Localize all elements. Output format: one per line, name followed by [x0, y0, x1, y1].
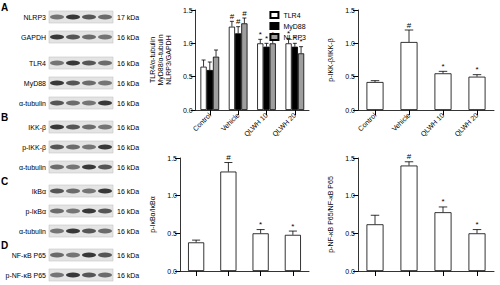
- svg-text:16 kDa: 16 kDa: [117, 188, 139, 195]
- svg-text:IkBα: IkBα: [32, 188, 46, 195]
- svg-text:*: *: [475, 220, 478, 229]
- svg-text:1.0: 1.0: [167, 192, 177, 199]
- svg-text:p-IκBα: p-IκBα: [26, 208, 46, 216]
- svg-text:#: #: [236, 17, 241, 26]
- svg-text:0.5: 0.5: [183, 73, 193, 80]
- svg-text:*: *: [259, 30, 262, 39]
- svg-text:C: C: [1, 176, 8, 187]
- svg-text:1.5: 1.5: [183, 7, 193, 14]
- svg-text:α-tubulin: α-tubulin: [19, 100, 46, 107]
- svg-text:0.5: 0.5: [167, 230, 177, 237]
- svg-text:MyD88: MyD88: [283, 23, 305, 31]
- svg-text:p-IκBα/IκBα: p-IκBα/IκBα: [149, 196, 157, 233]
- svg-text:1.0: 1.0: [345, 192, 355, 199]
- svg-text:0.0: 0.0: [167, 268, 177, 275]
- svg-text:Control: Control: [357, 111, 378, 132]
- svg-text:p-NF-κB P65: p-NF-κB P65: [6, 272, 47, 280]
- svg-text:*: *: [291, 222, 294, 231]
- svg-text:16 kDa: 16 kDa: [117, 144, 139, 151]
- svg-text:QLWH 10: QLWH 10: [243, 111, 270, 138]
- svg-text:IKK-β: IKK-β: [28, 124, 46, 132]
- svg-text:#: #: [242, 9, 247, 18]
- svg-text:1.5: 1.5: [345, 155, 355, 162]
- svg-text:*: *: [265, 34, 268, 43]
- svg-text:TLR4: TLR4: [283, 12, 300, 19]
- svg-text:Vehicle: Vehicle: [391, 111, 412, 132]
- svg-text:0.0: 0.0: [345, 268, 355, 275]
- svg-text:A: A: [1, 2, 8, 13]
- svg-text:#: #: [230, 12, 235, 21]
- svg-text:α-tubulin: α-tubulin: [19, 164, 46, 171]
- svg-text:GAPDH: GAPDH: [21, 34, 46, 41]
- svg-text:NLRP3: NLRP3: [283, 34, 306, 41]
- svg-text:0.5: 0.5: [345, 73, 355, 80]
- svg-text:NLRP3/GAPDH: NLRP3/GAPDH: [165, 35, 172, 84]
- svg-text:16 kDa: 16 kDa: [117, 124, 139, 131]
- svg-text:p-IKK-β/IKK-β: p-IKK-β/IKK-β: [327, 38, 335, 81]
- svg-text:B: B: [1, 112, 8, 123]
- svg-text:16 kDa: 16 kDa: [117, 60, 139, 67]
- svg-text:16 kDa: 16 kDa: [117, 164, 139, 171]
- svg-text:1.0: 1.0: [345, 40, 355, 47]
- svg-text:16 kDa: 16 kDa: [117, 228, 139, 235]
- svg-text:α-tubulin: α-tubulin: [19, 228, 46, 235]
- svg-text:#: #: [226, 153, 231, 162]
- svg-text:*: *: [259, 220, 262, 229]
- svg-text:0.0: 0.0: [345, 107, 355, 114]
- svg-text:16 kDa: 16 kDa: [117, 208, 139, 215]
- svg-text:1.5: 1.5: [167, 155, 177, 162]
- svg-text:MyD88: MyD88: [24, 80, 46, 88]
- svg-text:1.5: 1.5: [345, 7, 355, 14]
- svg-text:*: *: [475, 65, 478, 74]
- svg-text:MyD88/α-tubulin: MyD88/α-tubulin: [157, 34, 165, 85]
- svg-text:NLRP3: NLRP3: [23, 14, 46, 21]
- svg-text:#: #: [407, 21, 412, 30]
- svg-text:QLWH 10: QLWH 10: [419, 111, 446, 138]
- svg-text:*: *: [441, 197, 444, 206]
- svg-text:17 kDa: 17 kDa: [117, 14, 139, 21]
- svg-text:0.5: 0.5: [345, 230, 355, 237]
- svg-text:TLR4: TLR4: [29, 60, 46, 67]
- svg-text:p-NF-κB P65/NF-κB P65: p-NF-κB P65/NF-κB P65: [327, 176, 335, 253]
- svg-text:16 kDa: 16 kDa: [117, 272, 139, 279]
- svg-text:D: D: [1, 240, 8, 251]
- svg-text:#: #: [407, 152, 412, 161]
- svg-text:16 kDa: 16 kDa: [117, 80, 139, 87]
- svg-text:16 kDa: 16 kDa: [117, 100, 139, 107]
- svg-text:p-IKK-β: p-IKK-β: [22, 144, 46, 152]
- svg-text:QLWH 20: QLWH 20: [453, 111, 480, 138]
- svg-text:16 kDa: 16 kDa: [117, 252, 139, 259]
- svg-text:TLR4/α-tubulin: TLR4/α-tubulin: [149, 37, 156, 83]
- svg-text:Control: Control: [191, 111, 212, 132]
- svg-text:Vehicle: Vehicle: [220, 111, 241, 132]
- svg-text:QLWH 20: QLWH 20: [271, 111, 298, 138]
- svg-text:0.0: 0.0: [183, 107, 193, 114]
- svg-text:1.0: 1.0: [183, 40, 193, 47]
- svg-text:16 kDa: 16 kDa: [117, 34, 139, 41]
- svg-text:NF-κB P65: NF-κB P65: [12, 252, 46, 259]
- svg-text:*: *: [441, 62, 444, 71]
